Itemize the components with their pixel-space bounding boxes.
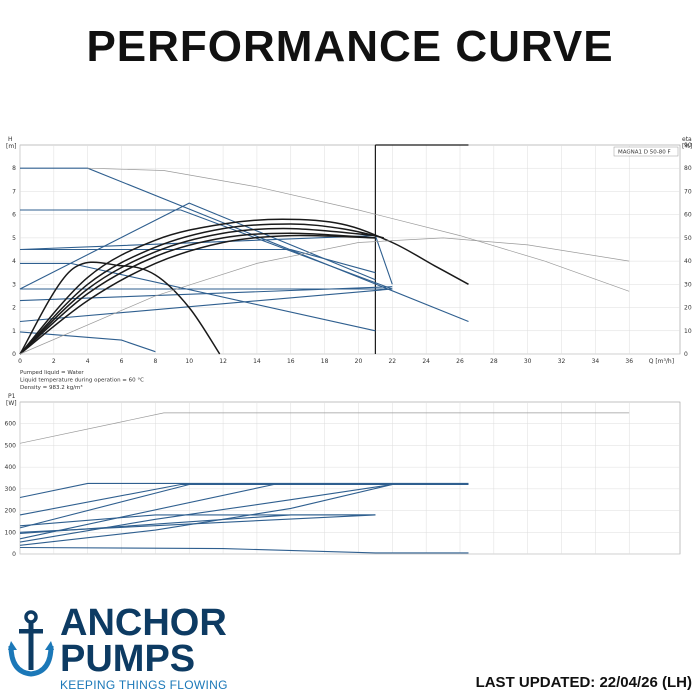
brand-name-line2: PUMPS — [60, 638, 196, 680]
y-axis-unit: [W] — [6, 400, 17, 407]
y-tick-label: 4 — [12, 258, 16, 265]
x-tick-label: 20 — [355, 358, 363, 365]
liquid-note: Liquid temperature during operation = 60… — [20, 378, 144, 384]
series-line-13 — [19, 227, 376, 355]
y-axis-label: P1 — [8, 393, 16, 400]
power-chart: 0 100 200 300 400 500 600 P1[W] — [5, 393, 681, 558]
series-line-3 — [19, 202, 376, 290]
x-tick-label: 10 — [185, 358, 193, 365]
brand-name-line1: ANCHOR — [60, 602, 227, 644]
series-line-4 — [20, 248, 376, 274]
y2-axis-label: eta — [682, 136, 692, 143]
y-tick-label: 500 — [5, 442, 17, 449]
series-line-17 — [87, 167, 630, 292]
y-tick-label: 200 — [5, 508, 17, 515]
x-tick-label: 24 — [422, 358, 430, 365]
series-line-18 — [19, 237, 630, 355]
x-tick-label: 14 — [253, 358, 261, 365]
x-tick-label: 16 — [287, 358, 295, 365]
x-axis-label: Q [m³/h] — [649, 358, 674, 365]
series-line-2 — [20, 209, 393, 290]
series-line-15 — [19, 234, 376, 355]
series-line-5 — [19, 483, 393, 540]
series-line-6 — [19, 483, 393, 543]
anchor-icon — [8, 610, 54, 677]
y-tick-label: 300 — [5, 486, 17, 493]
series-line-10 — [19, 331, 156, 353]
y-axis-unit: [m] — [6, 143, 17, 150]
y2-tick-label: 20 — [684, 305, 692, 312]
series-line-6 — [20, 262, 376, 332]
x-tick-label: 2 — [52, 358, 56, 365]
y2-tick-label: 70 — [684, 188, 692, 195]
series-line-9 — [19, 288, 393, 323]
y-tick-label: 8 — [12, 165, 16, 172]
y-tick-label: 2 — [12, 305, 16, 312]
x-tick-label: 28 — [490, 358, 498, 365]
series-line-2 — [19, 482, 469, 499]
x-tick-label: 26 — [456, 358, 464, 365]
x-tick-label: 0 — [18, 358, 22, 365]
anchor-pumps-logo: ANCHOR PUMPS KEEPING THINGS FLOWING — [8, 604, 258, 694]
y2-tick-label: 30 — [684, 281, 692, 288]
plot-frame — [19, 401, 681, 555]
model-label: MAGNA1 D 50-80 F — [618, 150, 671, 156]
y-tick-label: 600 — [5, 421, 17, 428]
y-tick-label: 1 — [12, 328, 16, 335]
x-tick-label: 36 — [625, 358, 633, 365]
liquid-note: Density = 983.2 kg/m³ — [20, 384, 83, 391]
page-title: PERFORMANCE CURVE — [86, 22, 614, 71]
y-tick-label: 3 — [12, 281, 16, 288]
x-tick-label: 18 — [321, 358, 329, 365]
y2-tick-label: 40 — [684, 258, 692, 265]
liquid-note: Pumped liquid = Water — [20, 370, 84, 376]
x-tick-label: 34 — [592, 358, 600, 365]
y2-tick-label: 80 — [684, 165, 692, 172]
last-updated-text: LAST UPDATED: 22/04/26 (LH) — [475, 674, 692, 691]
y2-tick-label: 0 — [684, 351, 688, 358]
y-tick-label: 0 — [12, 351, 16, 358]
y2-tick-label: 60 — [684, 212, 692, 219]
series-line-11 — [19, 546, 469, 554]
x-tick-label: 4 — [86, 358, 90, 365]
y-tick-label: 6 — [12, 212, 16, 219]
x-tick-label: 32 — [558, 358, 566, 365]
series-line-9 — [19, 514, 376, 527]
series-line-14 — [19, 232, 376, 355]
x-tick-label: 12 — [219, 358, 227, 365]
brand-tagline: KEEPING THINGS FLOWING — [60, 678, 228, 692]
y2-tick-label: 10 — [684, 328, 692, 335]
model-label-box — [613, 146, 679, 157]
y-axis-label: H — [8, 136, 13, 143]
series-line-11 — [19, 218, 469, 355]
series-line-1 — [19, 412, 630, 444]
y2-axis-unit: [%] — [682, 143, 692, 150]
y2-tick-label: 90 — [684, 142, 692, 149]
x-tick-label: 8 — [153, 358, 157, 365]
x-tick-label: 22 — [388, 358, 396, 365]
y-tick-label: 7 — [12, 188, 16, 195]
series-line-16 — [19, 261, 221, 355]
y2-tick-label: 50 — [684, 235, 692, 242]
x-tick-label: 30 — [524, 358, 532, 365]
y-tick-label: 5 — [12, 235, 16, 242]
x-tick-label: 6 — [120, 358, 124, 365]
series-line-12 — [19, 223, 384, 355]
y-tick-label: 400 — [5, 464, 17, 471]
series-line-5 — [19, 235, 393, 285]
y-tick-label: 100 — [5, 529, 17, 536]
series-line-10 — [19, 514, 376, 533]
y-tick-label: 0 — [12, 551, 16, 558]
